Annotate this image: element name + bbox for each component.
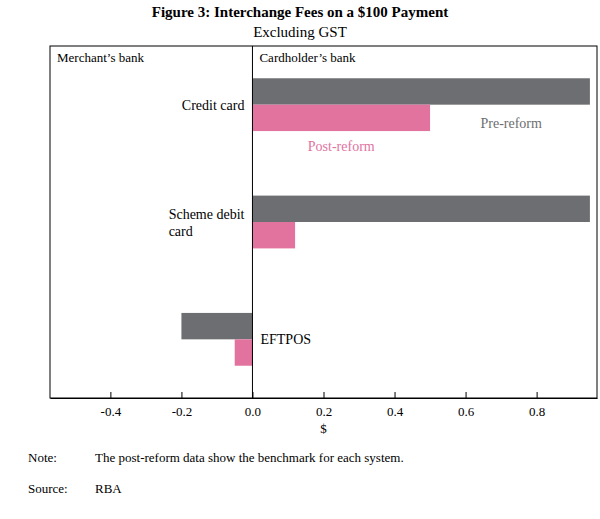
title: Figure 3: Interchange Fees on a $100 Pay… [152,4,449,20]
bar [252,78,589,104]
plot-frame [50,46,597,398]
tick-mark [324,392,325,398]
tick: -0.4 [101,392,122,419]
tick-mark [395,392,396,398]
tick: 0.2 [316,392,332,419]
note-text: The post-reform data show the benchmark … [95,450,404,465]
category-label-line: Scheme debit [169,207,245,222]
category-label-line: Credit card [182,98,245,113]
tick: 0.6 [458,392,475,419]
bar [235,339,253,365]
region-label: Cardholder’s bank [259,50,356,65]
tick-mark [252,392,253,398]
axis-line [51,398,598,399]
tick: 0.8 [529,392,545,419]
series-label: Pre-reform [480,116,542,131]
tick-label: 0.0 [245,404,261,419]
tick-label: 0.6 [458,404,475,419]
x-axis: -0.4 -0.2 0.0 0.2 0.4 0.6 0.8 [51,392,598,419]
bar [252,105,430,131]
bars [181,78,589,365]
tick-label: 0.4 [387,404,404,419]
zero-line [252,46,253,398]
category-label: Scheme debit card [169,207,245,239]
tick: -0.2 [172,392,193,419]
category-label-line: card [169,224,193,239]
bar [252,196,589,222]
x-axis-title: $ [320,421,327,436]
series-label: Post-reform [308,139,375,154]
tick: 0.0 [245,392,261,419]
tick-mark [537,392,538,398]
tick-mark [110,392,111,398]
tick-label: 0.8 [529,404,545,419]
subtitle: Excluding GST [253,24,347,40]
note-label: Note: [28,450,57,465]
tick-label: -0.2 [172,404,193,419]
tick-label: 0.2 [316,404,332,419]
note-label: Source: [28,481,68,496]
region-label: Merchant’s bank [57,50,145,65]
note-text: RBA [95,481,122,496]
tick-mark [466,392,467,398]
tick: 0.4 [387,392,404,419]
chart: Figure 3: Interchange Fees on a $100 Pay… [0,0,600,519]
tick-mark [181,392,182,398]
tick-label: -0.4 [101,404,122,419]
bar [252,222,295,248]
bar [181,313,252,339]
category-label: Credit card [182,98,245,113]
category-label: EFTPOS [260,332,311,347]
